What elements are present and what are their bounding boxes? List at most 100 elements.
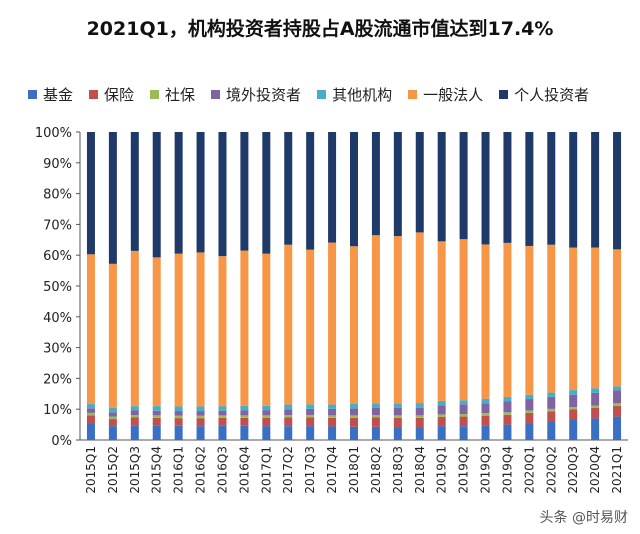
bar-segment (437, 405, 446, 415)
bar-segment (306, 132, 315, 250)
bar-segment (152, 417, 161, 426)
bar-segment (328, 426, 337, 440)
bar-segment (481, 132, 490, 245)
bar-segment (218, 406, 227, 411)
y-tick-label: 20% (43, 372, 72, 387)
bar-segment (262, 253, 271, 406)
bar-segment (152, 406, 161, 411)
legend-label: 社保 (165, 86, 196, 104)
bar-segment (437, 241, 446, 401)
bar-segment (240, 425, 249, 440)
bar-segment (569, 409, 578, 420)
bar-segment (196, 132, 205, 253)
bar-segment (525, 132, 534, 246)
bar-segment (174, 425, 183, 440)
bar-segment (613, 386, 622, 391)
y-tick-label: 50% (43, 280, 72, 295)
bar-segment (130, 425, 139, 440)
bar-segment (547, 244, 556, 393)
bar-segment (196, 418, 205, 427)
bar-segment (86, 132, 95, 255)
x-tick-label: 2018Q2 (369, 446, 383, 494)
bar-segment (437, 426, 446, 440)
legend-swatch (89, 90, 99, 99)
x-tick-label: 2019Q1 (435, 446, 449, 494)
legend-label: 其他机构 (332, 86, 393, 104)
bar-segment (393, 403, 402, 408)
bar-segment (481, 425, 490, 440)
bar-segment (130, 250, 139, 407)
x-tick-label: 2021Q1 (610, 446, 624, 494)
bar-segment (503, 412, 512, 415)
bar-segment (108, 412, 117, 417)
legend-label: 个人投资者 (514, 86, 590, 104)
bar-segment (459, 416, 468, 427)
bar-segment (393, 236, 402, 404)
bar-segment (262, 405, 271, 411)
bar-segment (503, 132, 512, 243)
bar-segment (415, 132, 424, 233)
bar-segment (86, 408, 95, 413)
bar-segment (503, 242, 512, 397)
bar-segment (240, 405, 249, 411)
legend-label: 境外投资者 (226, 86, 302, 104)
bar-segment (613, 416, 622, 440)
bar-segment (503, 396, 512, 402)
bar-segment (350, 415, 358, 418)
x-tick-label: 2017Q2 (281, 446, 295, 494)
x-tick-label: 2015Q4 (150, 446, 164, 494)
bar-segment (284, 132, 293, 245)
x-tick-label: 2015Q1 (84, 446, 98, 494)
bar-segment (196, 426, 205, 440)
bar-segment (591, 418, 600, 440)
bar-segment (569, 407, 578, 410)
bar-segment (284, 426, 293, 440)
bar-segment (196, 252, 205, 407)
bar-segment (284, 409, 293, 416)
legend-swatch (150, 90, 160, 99)
bar-segment (415, 415, 424, 418)
x-tick-label: 2016Q3 (215, 446, 229, 494)
bar-segment (306, 417, 315, 427)
bar-segment (262, 132, 271, 254)
bar-segment (393, 407, 402, 416)
bar-segment (547, 392, 556, 397)
x-tick-label: 2020Q3 (566, 446, 580, 494)
x-tick-label: 2020Q2 (544, 446, 558, 494)
bar-segment (371, 403, 380, 408)
bar-segment (481, 415, 490, 426)
bar-segment (284, 415, 293, 418)
bar-segment (328, 415, 337, 418)
bar-segment (196, 415, 205, 419)
bar-segment (108, 416, 117, 420)
legend-item: 一般法人 (408, 84, 483, 105)
bar-segment (108, 407, 117, 413)
bar-segment (328, 417, 337, 427)
bar-segment (503, 414, 512, 425)
legend-swatch (211, 90, 221, 99)
legend-item: 个人投资者 (499, 84, 589, 105)
legend-swatch (317, 90, 327, 99)
bar-segment (328, 242, 337, 405)
bar-segment (415, 407, 424, 416)
bar-segment (218, 417, 227, 426)
x-tick-label: 2020Q4 (588, 446, 602, 494)
bar-segment (218, 256, 227, 407)
bar-segment (415, 417, 424, 428)
bar-segment (240, 415, 249, 418)
legend-label: 一般法人 (423, 86, 484, 104)
y-tick-label: 70% (43, 218, 72, 233)
bar-segment (196, 411, 205, 416)
bar-segment (371, 407, 380, 416)
bar-segment (415, 403, 424, 408)
bar-segment (130, 417, 139, 426)
y-tick-label: 80% (43, 188, 72, 203)
bar-segment (481, 244, 490, 399)
legend-label: 保险 (104, 86, 135, 104)
legend-swatch (408, 90, 418, 99)
bar-segment (459, 239, 468, 401)
bar-segment (613, 132, 622, 250)
bar-segment (393, 417, 402, 428)
legend-item: 保险 (89, 84, 134, 105)
bar-segment (547, 408, 556, 412)
